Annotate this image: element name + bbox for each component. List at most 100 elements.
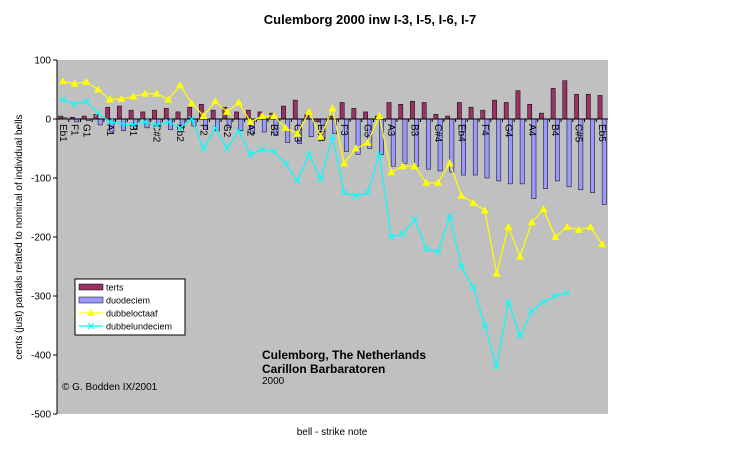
marker xyxy=(82,77,91,85)
y-tick-label: -400 xyxy=(31,351,51,362)
marker xyxy=(94,109,102,117)
bar xyxy=(281,105,286,120)
bar xyxy=(543,118,548,189)
marker xyxy=(376,151,383,158)
marker xyxy=(211,124,219,132)
bar xyxy=(539,112,544,120)
marker xyxy=(129,92,138,100)
marker xyxy=(480,206,489,214)
marker xyxy=(328,104,337,112)
marker xyxy=(527,218,536,226)
marker xyxy=(269,112,278,120)
legend-marker xyxy=(87,322,95,330)
x-tick-label: Eb1 xyxy=(57,124,68,142)
bar xyxy=(456,102,462,120)
marker xyxy=(247,151,254,158)
marker xyxy=(153,121,161,129)
chart-title: Culemborg 2000 inw I-3, I-5, I-6, I-7 xyxy=(264,12,476,27)
bar xyxy=(308,118,314,137)
marker xyxy=(305,151,313,158)
x-tick-label: A4 xyxy=(526,124,537,137)
bar xyxy=(175,111,181,120)
bar xyxy=(117,105,122,120)
annotation: Carillon Barbaratoren xyxy=(262,362,385,376)
bar xyxy=(105,106,111,120)
marker xyxy=(223,145,231,152)
marker xyxy=(82,97,90,105)
marker xyxy=(399,230,407,238)
marker xyxy=(563,289,571,297)
marker xyxy=(469,198,478,206)
marker xyxy=(540,298,547,306)
marker xyxy=(305,107,314,115)
x-tick-label: B3 xyxy=(409,124,420,137)
marker xyxy=(316,132,325,140)
x-tick-label: F2 xyxy=(198,124,209,136)
bar xyxy=(210,109,216,120)
marker xyxy=(235,127,243,135)
marker xyxy=(422,178,431,186)
marker xyxy=(211,97,220,105)
marker xyxy=(270,148,278,155)
y-tick-label: -100 xyxy=(31,174,51,185)
marker xyxy=(106,118,114,126)
bar xyxy=(562,80,568,120)
marker xyxy=(140,89,149,97)
bar xyxy=(566,118,572,188)
marker xyxy=(411,215,418,223)
marker xyxy=(598,240,607,248)
bar xyxy=(503,102,509,120)
marker xyxy=(222,107,231,115)
marker xyxy=(375,112,384,120)
legend: terts duodeciem dubbeloctaaf dubbelundeciem xyxy=(74,278,186,336)
bar xyxy=(421,102,427,120)
marker xyxy=(317,175,325,183)
y-tick-label: 100 xyxy=(34,56,51,67)
marker xyxy=(117,94,126,102)
marker xyxy=(234,98,243,106)
y-tick-label: -200 xyxy=(31,233,51,244)
bar xyxy=(97,118,103,126)
legend-label: dubbeloctaaf xyxy=(106,309,158,319)
bar xyxy=(597,95,603,120)
marker xyxy=(58,77,67,85)
marker xyxy=(188,115,196,123)
bar xyxy=(398,104,404,120)
marker xyxy=(434,178,443,186)
marker xyxy=(562,222,571,230)
bar xyxy=(410,101,415,120)
bar xyxy=(261,118,267,133)
marker xyxy=(493,363,500,371)
marker xyxy=(398,162,407,170)
bar xyxy=(351,108,357,120)
marker xyxy=(246,117,255,125)
marker xyxy=(528,307,536,315)
bar xyxy=(480,109,486,120)
bar xyxy=(234,111,239,120)
marker xyxy=(387,168,396,176)
marker xyxy=(164,95,173,103)
marker xyxy=(446,212,454,220)
marker xyxy=(586,222,595,230)
marker xyxy=(282,159,289,167)
bar xyxy=(492,99,497,120)
x-tick-label: A1 xyxy=(104,124,115,137)
x-tick-label: B2 xyxy=(268,124,279,137)
annotation: Culemborg, The Netherlands xyxy=(262,348,426,362)
x-tick-label: Eb3 xyxy=(315,124,326,142)
bar xyxy=(433,114,439,120)
marker xyxy=(551,292,559,300)
bar xyxy=(590,118,595,193)
marker xyxy=(422,245,430,253)
bar xyxy=(140,111,146,120)
bar xyxy=(527,104,533,120)
legend-marker xyxy=(87,309,95,316)
marker xyxy=(152,89,161,97)
marker xyxy=(410,162,419,170)
x-tick-label: F4 xyxy=(479,124,490,136)
marker xyxy=(504,298,512,306)
x-tick-label: Eb4 xyxy=(455,124,466,142)
y-tick-label: -300 xyxy=(31,292,51,303)
legend-swatch xyxy=(78,283,104,291)
